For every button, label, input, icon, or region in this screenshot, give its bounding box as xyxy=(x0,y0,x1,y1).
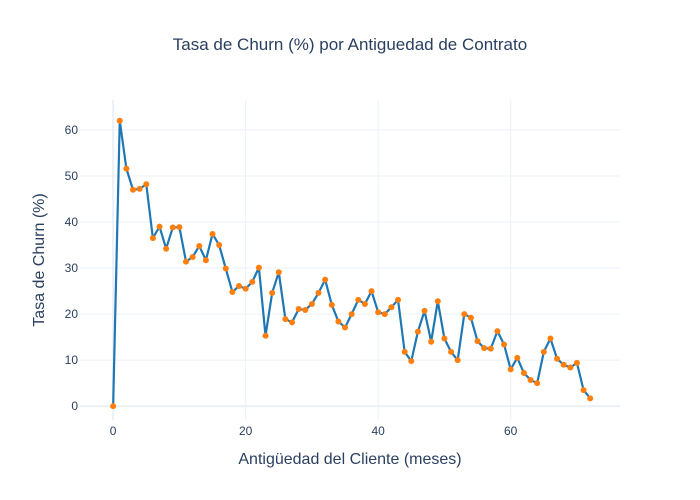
data-point[interactable] xyxy=(540,348,547,355)
data-point[interactable] xyxy=(209,230,216,237)
data-point[interactable] xyxy=(110,403,117,410)
data-point[interactable] xyxy=(448,348,455,355)
data-point[interactable] xyxy=(441,335,448,342)
data-point[interactable] xyxy=(547,335,554,342)
data-point[interactable] xyxy=(461,311,468,318)
data-point[interactable] xyxy=(229,289,236,295)
data-point[interactable] xyxy=(554,355,561,362)
data-point[interactable] xyxy=(355,296,362,303)
data-point[interactable] xyxy=(176,224,183,231)
data-point[interactable] xyxy=(262,332,269,339)
data-point[interactable] xyxy=(567,364,574,371)
data-point[interactable] xyxy=(295,306,302,313)
data-point[interactable] xyxy=(222,265,229,272)
data-point[interactable] xyxy=(189,254,196,261)
data-point[interactable] xyxy=(169,224,176,231)
data-point[interactable] xyxy=(289,319,296,326)
data-point[interactable] xyxy=(123,165,130,172)
data-point[interactable] xyxy=(487,345,494,352)
data-point[interactable] xyxy=(467,314,474,321)
data-point[interactable] xyxy=(116,117,123,124)
axis-layer: 0 20 40 60 0 10 20 30 40 50 60 xyxy=(65,123,518,438)
data-point[interactable] xyxy=(454,357,461,364)
data-point[interactable] xyxy=(381,311,388,318)
data-point[interactable] xyxy=(361,300,368,307)
data-point[interactable] xyxy=(414,328,421,335)
data-point[interactable] xyxy=(315,289,322,296)
data-point[interactable] xyxy=(136,185,143,192)
y-axis-title: Tasa de Churn (%) xyxy=(31,193,48,326)
data-point[interactable] xyxy=(428,338,435,345)
data-point[interactable] xyxy=(514,354,521,361)
data-point[interactable] xyxy=(474,338,481,345)
grid-layer xyxy=(80,100,620,420)
data-point[interactable] xyxy=(573,359,580,366)
data-point[interactable] xyxy=(275,269,282,276)
data-point[interactable] xyxy=(302,306,309,313)
data-point[interactable] xyxy=(395,296,402,303)
x-tick-label: 60 xyxy=(504,424,518,438)
data-point[interactable] xyxy=(481,345,488,352)
x-tick-label: 0 xyxy=(110,424,117,438)
data-point[interactable] xyxy=(507,366,514,373)
x-axis-title: Antigüedad del Cliente (meses) xyxy=(238,451,461,468)
data-point[interactable] xyxy=(328,301,335,308)
data-point[interactable] xyxy=(308,300,315,307)
data-point[interactable] xyxy=(269,289,276,296)
y-tick-label: 20 xyxy=(65,307,79,321)
data-point[interactable] xyxy=(143,181,150,188)
data-point[interactable] xyxy=(501,341,508,348)
y-tick-label: 30 xyxy=(65,261,79,275)
series-layer xyxy=(110,117,594,410)
data-point[interactable] xyxy=(322,276,329,283)
data-point[interactable] xyxy=(216,242,223,249)
data-point[interactable] xyxy=(421,307,428,314)
data-point[interactable] xyxy=(368,288,375,295)
data-point[interactable] xyxy=(388,304,395,311)
x-tick-label: 40 xyxy=(371,424,385,438)
data-point[interactable] xyxy=(348,311,355,318)
data-point[interactable] xyxy=(163,245,170,252)
data-point[interactable] xyxy=(236,283,243,290)
data-point[interactable] xyxy=(527,376,534,383)
data-point[interactable] xyxy=(401,348,408,355)
data-point[interactable] xyxy=(434,298,441,305)
data-point[interactable] xyxy=(149,235,156,242)
y-tick-label: 60 xyxy=(65,123,79,137)
x-tick-label: 20 xyxy=(239,424,253,438)
y-tick-label: 40 xyxy=(65,215,79,229)
data-point[interactable] xyxy=(282,316,289,323)
data-point[interactable] xyxy=(196,242,203,249)
y-tick-label: 10 xyxy=(65,353,79,367)
y-tick-label: 50 xyxy=(65,169,79,183)
data-point[interactable] xyxy=(183,258,190,265)
y-tick-label: 0 xyxy=(71,399,78,413)
data-point[interactable] xyxy=(408,358,415,365)
data-point[interactable] xyxy=(534,380,541,387)
data-point[interactable] xyxy=(242,285,249,292)
data-point[interactable] xyxy=(494,328,501,335)
data-point[interactable] xyxy=(255,264,262,271)
data-point[interactable] xyxy=(520,370,527,377)
data-point[interactable] xyxy=(342,324,349,331)
data-point[interactable] xyxy=(202,257,209,264)
data-point[interactable] xyxy=(375,309,382,316)
data-point[interactable] xyxy=(156,223,163,230)
data-point[interactable] xyxy=(587,395,594,402)
data-point[interactable] xyxy=(560,361,567,368)
chart-title: Tasa de Churn (%) por Antiguedad de Cont… xyxy=(173,35,527,54)
data-point[interactable] xyxy=(249,278,256,285)
data-point[interactable] xyxy=(335,318,342,325)
data-point[interactable] xyxy=(130,186,137,193)
data-point[interactable] xyxy=(580,387,587,394)
